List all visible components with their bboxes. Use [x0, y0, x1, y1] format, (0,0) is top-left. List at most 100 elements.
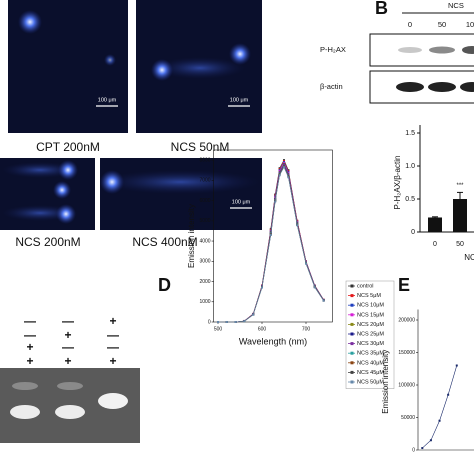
sign: — — [62, 314, 74, 328]
point — [287, 169, 290, 172]
x-axis-label: Wavelength (nm) — [239, 336, 307, 346]
bar — [453, 199, 467, 232]
gel-band — [55, 405, 85, 419]
blot-band — [398, 47, 422, 53]
legend-label: NCS 35μM — [357, 351, 384, 357]
x-tick-label: 700 — [302, 326, 311, 332]
point — [283, 166, 285, 169]
point — [447, 393, 450, 396]
point — [243, 320, 246, 323]
sign: + — [26, 354, 33, 368]
point — [278, 168, 281, 171]
point — [278, 167, 281, 170]
legend-label: NCS 40μM — [357, 360, 384, 366]
legend-swatch — [350, 332, 354, 336]
lane-label: 10 — [466, 20, 474, 29]
legend-label: NCS 10μM — [357, 303, 384, 309]
image-label: NCS 400nM — [132, 235, 197, 249]
comet-head — [58, 160, 78, 180]
point — [287, 176, 290, 179]
x-axis-label: NC — [464, 253, 474, 262]
blot-label: β-actin — [320, 82, 343, 91]
legend-swatch — [350, 284, 354, 288]
sign: + — [109, 354, 116, 368]
point — [261, 286, 263, 289]
y-tick-label: 0 — [412, 447, 415, 453]
scale-bar-label: 100 μm — [232, 199, 251, 205]
gel-band — [10, 405, 40, 419]
y-tick-label: 1.0 — [405, 163, 415, 170]
y-tick-label: 50000 — [401, 415, 415, 421]
point — [283, 159, 285, 162]
legend-label: NCS 5μM — [357, 293, 381, 299]
comet-head — [100, 170, 124, 194]
legend-label: NCS 25μM — [357, 331, 384, 337]
sign: + — [26, 340, 33, 354]
point — [269, 233, 272, 236]
point — [217, 321, 219, 323]
y-axis-label: Emission intensity — [187, 204, 196, 268]
legend-swatch — [350, 351, 354, 355]
point — [274, 200, 277, 203]
legend-swatch — [350, 322, 354, 326]
sign: + — [64, 328, 71, 342]
sign: — — [62, 340, 74, 354]
y-tick-label: 3000 — [199, 259, 210, 265]
comet-head — [56, 204, 76, 224]
legend-swatch — [350, 342, 354, 346]
x-tick-label: 50 — [456, 241, 464, 248]
point — [421, 447, 424, 450]
y-tick-label: 6000 — [199, 198, 210, 204]
comet-head — [151, 59, 173, 81]
y-tick-label: 0 — [208, 319, 211, 325]
legend-box — [345, 280, 395, 389]
line-chart: 0 1000 2000 3000 4000 5000 6000 7000 8000 500 600 7… — [187, 149, 395, 389]
bar-chart: 0 0.5 1.0 1.5 P-H₂AX/β-actin 0 50 *** NC — [393, 125, 474, 262]
sign: + — [109, 314, 116, 328]
panel-letter: E — [398, 275, 410, 295]
blot-band — [396, 82, 424, 92]
y-tick-label: 100000 — [398, 382, 415, 388]
legend-label: control — [357, 283, 374, 289]
y-tick-label: 1000 — [199, 299, 210, 305]
comet-image — [100, 158, 262, 230]
gel: — — +— + —+ — —+ + + — [0, 314, 140, 443]
annotation: *** — [456, 183, 464, 189]
blot-label: P-H₂AX — [320, 45, 346, 54]
scale-bar-label: 100 μm — [230, 97, 249, 103]
gel-band — [57, 382, 83, 390]
sign: — — [107, 340, 119, 354]
treatment-label: NCS — [448, 1, 464, 10]
point — [283, 160, 285, 163]
blot-band — [460, 82, 474, 92]
sign: + — [64, 354, 71, 368]
legend-swatch — [350, 313, 354, 317]
y-tick-label: 2000 — [199, 279, 210, 285]
series-line — [422, 365, 458, 449]
point — [287, 172, 290, 175]
x-tick-label: 0 — [433, 241, 437, 248]
blot-band — [429, 46, 455, 54]
image-label: NCS 200nM — [15, 235, 80, 249]
comet-head — [18, 10, 42, 34]
point — [313, 286, 316, 289]
lane-label: 50 — [438, 20, 446, 29]
comet-tail — [100, 170, 260, 194]
y-tick-label: 1.5 — [405, 130, 415, 137]
legend-label: NCS 50μM — [357, 379, 384, 385]
legend-swatch — [350, 370, 354, 374]
legend-swatch — [350, 303, 354, 307]
legend-label: NCS 15μM — [357, 312, 384, 318]
x-tick-label: 600 — [258, 326, 267, 332]
y-tick-label: 150000 — [398, 350, 415, 356]
y-tick-label: 200000 — [398, 317, 415, 323]
comet-head — [229, 43, 251, 65]
legend-swatch — [350, 294, 354, 298]
comet-images: 100 μm 100 μm CPT 200nM NCS 50nM 100 μm … — [0, 0, 262, 249]
y-tick-label: 4000 — [199, 238, 210, 244]
point — [455, 364, 458, 367]
point — [305, 262, 307, 265]
sign: — — [24, 328, 36, 342]
